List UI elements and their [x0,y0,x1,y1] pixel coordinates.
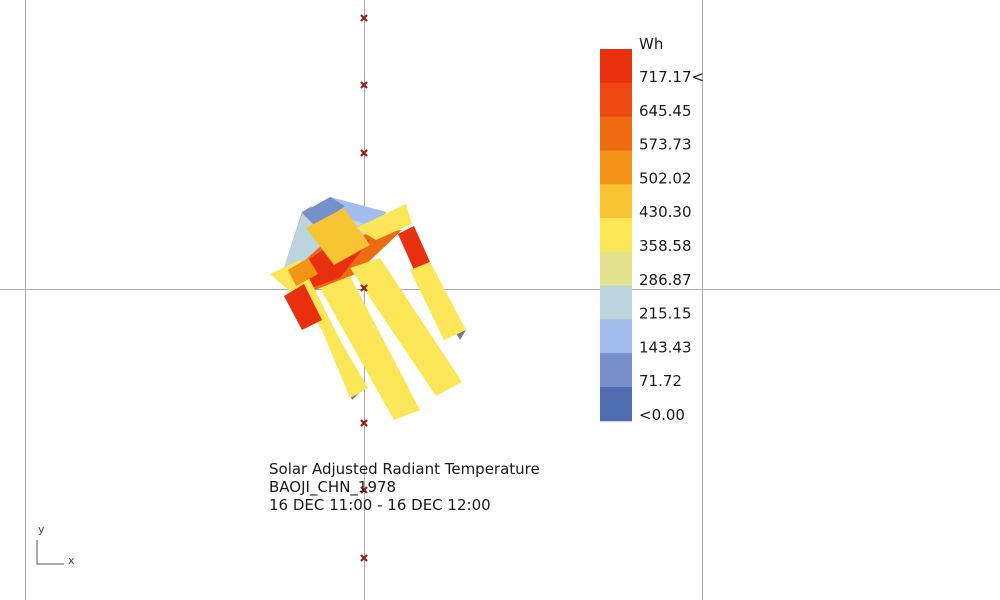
roof-surface [330,197,386,228]
marker-x-icon[interactable] [360,149,368,157]
legend-swatch [600,116,632,151]
legend-swatch [600,150,632,185]
legend-swatch [600,285,632,320]
central-slab-b [350,258,462,396]
caption-title: Solar Adjusted Radiant Temperature [269,460,540,478]
legend-swatch [600,387,632,422]
legend-level-label: 717.17< [639,68,704,86]
legend-level-label: 502.02 [639,169,692,187]
caption-location: BAOJI_CHN_1978 [269,478,396,497]
legend-swatch [600,49,632,84]
legend-level-label: 71.72 [639,372,682,390]
central-slab-a [320,276,420,420]
legend-labels: 717.17< 645.45 573.73 502.02 430.30 358.58 286… [639,68,704,424]
legend-level-label: 215.15 [639,305,692,323]
marker-x-icon[interactable] [360,419,368,427]
color-legend: Wh 717.17< 645.45 573.73 502.02 430.30 358.58… [600,35,704,424]
legend-swatch [600,82,632,118]
building-geometry[interactable] [270,197,466,420]
axis-x-label: x [68,554,75,567]
legend-swatch [600,353,632,388]
wing-slab-left-orange [288,258,318,286]
legend-level-label: 430.30 [639,203,692,221]
legend-swatch [600,218,632,253]
axis-indicator: y x [36,523,75,567]
caption-period: 16 DEC 11:00 - 16 DEC 12:00 [269,496,491,514]
roof-wedge-right [356,204,412,240]
caption: Solar Adjusted Radiant Temperature BAOJI… [269,460,540,514]
side-slab-right [410,262,466,340]
legend-swatch [600,319,632,354]
marker-x-icon[interactable] [360,284,368,292]
legend-unit: Wh [639,35,663,53]
marker-x-icon[interactable] [360,486,368,494]
marker-x-icon[interactable] [360,81,368,89]
core-block [306,208,370,265]
legend-swatch [600,184,632,219]
side-panel-right-red [398,226,430,270]
legend-level-label: 143.43 [639,338,692,356]
legend-level-label: 645.45 [639,102,692,120]
roof-surface [302,197,345,227]
legend-level-label: <0.00 [639,406,685,424]
legend-swatches [600,49,632,422]
marker-x-icon[interactable] [360,14,368,22]
axis-y-label: y [38,523,45,536]
wing-slab-left-red [284,284,322,330]
marker-x-icon[interactable] [360,554,368,562]
legend-level-label: 286.87 [639,271,692,289]
axis-indicator-lines [36,540,64,565]
legend-swatch [600,251,632,287]
legend-level-label: 573.73 [639,136,692,154]
legend-level-label: 358.58 [639,237,692,255]
axis-markers [360,14,368,562]
